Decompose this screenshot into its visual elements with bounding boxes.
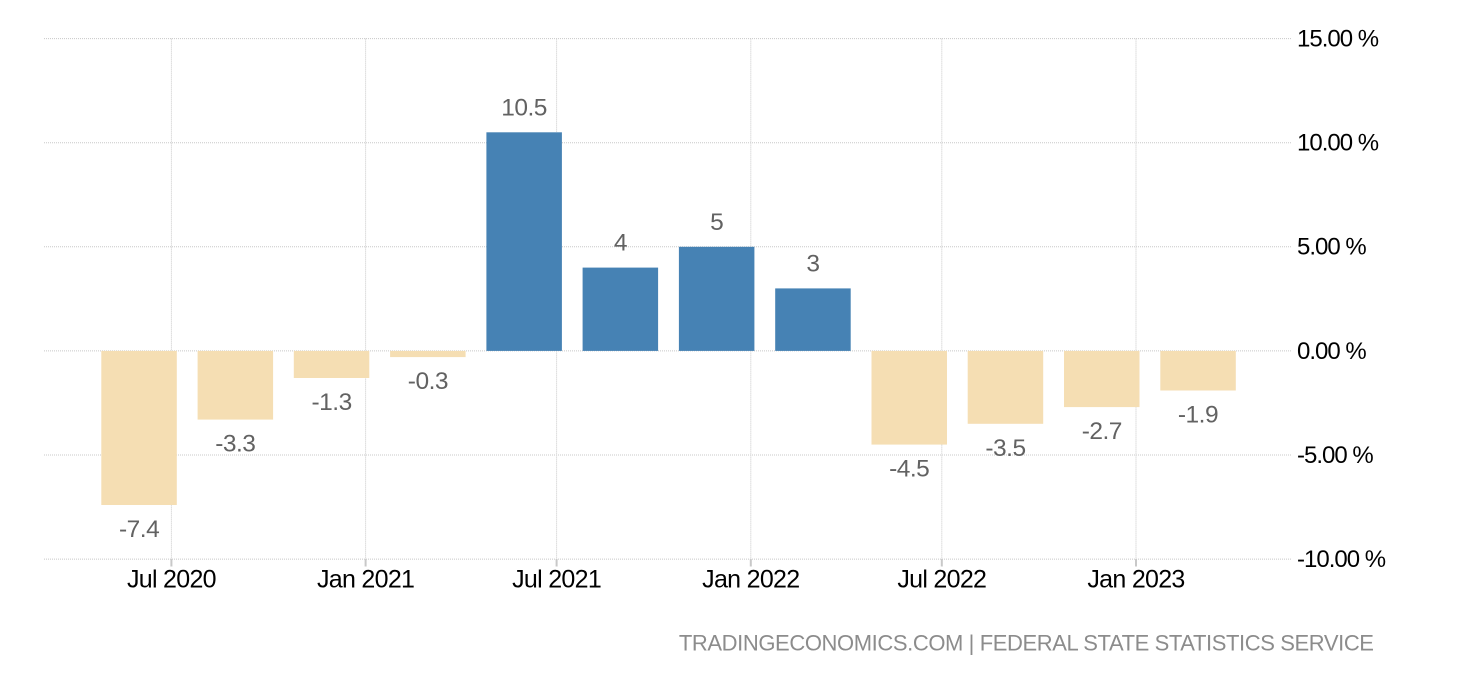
svg-text:Jan 2021: Jan 2021: [317, 566, 414, 594]
svg-text:-1.9: -1.9: [1178, 402, 1218, 429]
svg-text:-1.3: -1.3: [311, 389, 351, 416]
svg-text:4: 4: [614, 230, 627, 257]
svg-text:3: 3: [806, 250, 819, 277]
svg-text:-0.3: -0.3: [408, 368, 448, 395]
svg-text:Jul 2021: Jul 2021: [512, 566, 601, 594]
svg-text:TRADINGECONOMICS.COM | FEDERAL: TRADINGECONOMICS.COM | FEDERAL STATE STA…: [679, 631, 1374, 656]
svg-text:Jan 2023: Jan 2023: [1087, 566, 1184, 594]
svg-text:5.00 %: 5.00 %: [1297, 234, 1366, 261]
svg-text:5: 5: [710, 209, 723, 236]
svg-text:10.00 %: 10.00 %: [1297, 130, 1379, 157]
svg-text:-3.3: -3.3: [215, 431, 255, 458]
svg-text:-10.00 %: -10.00 %: [1297, 546, 1386, 573]
svg-text:10.5: 10.5: [501, 94, 547, 121]
svg-text:Jan 2022: Jan 2022: [702, 566, 799, 594]
svg-text:-7.4: -7.4: [119, 516, 159, 543]
svg-text:15.00 %: 15.00 %: [1297, 26, 1379, 53]
svg-text:Jul 2022: Jul 2022: [897, 566, 986, 594]
svg-text:-4.5: -4.5: [889, 456, 929, 483]
svg-text:-5.00 %: -5.00 %: [1297, 442, 1373, 469]
svg-text:-2.7: -2.7: [1082, 418, 1122, 445]
svg-text:Jul 2020: Jul 2020: [127, 566, 216, 594]
svg-text:0.00 %: 0.00 %: [1297, 338, 1366, 365]
svg-text:-3.5: -3.5: [985, 435, 1025, 462]
